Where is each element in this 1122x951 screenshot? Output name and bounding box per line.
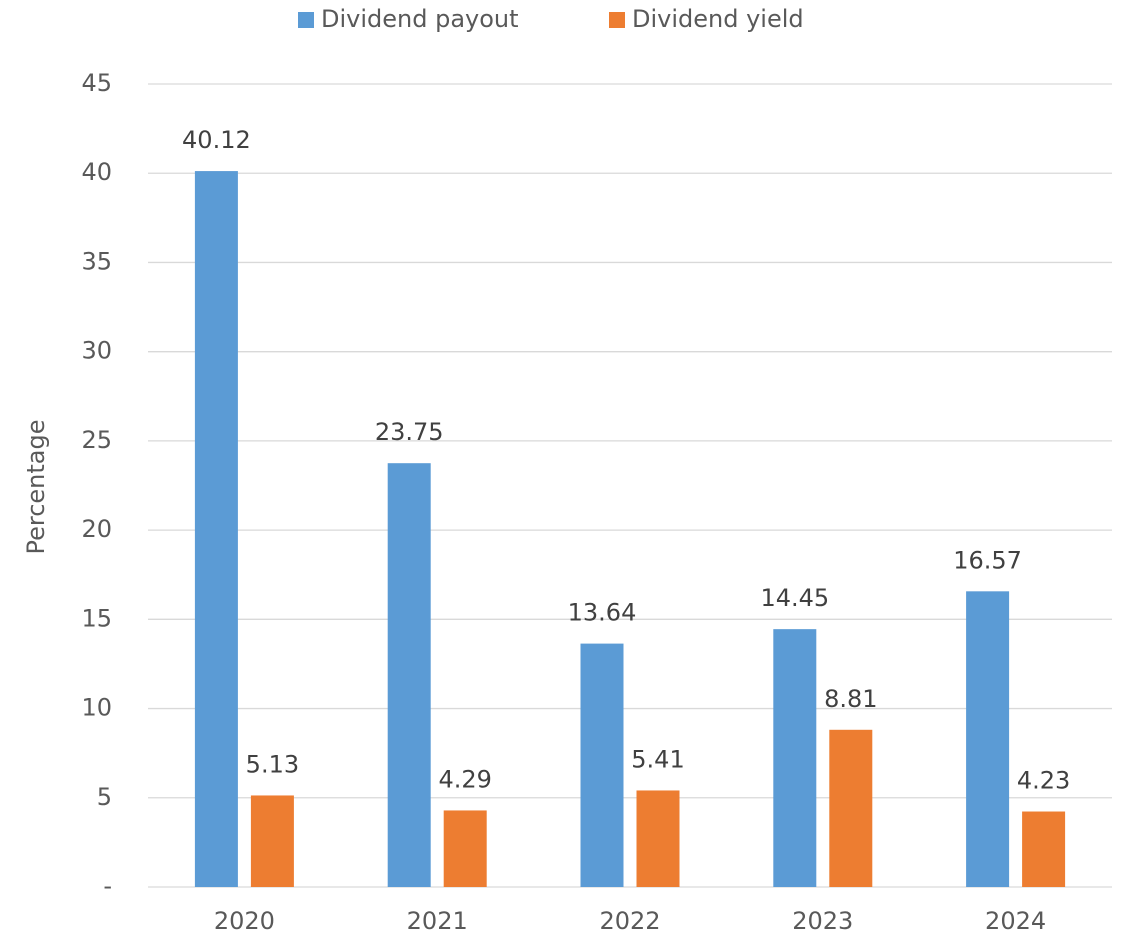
y-tick-label: 15 bbox=[81, 604, 112, 632]
legend-swatch bbox=[298, 12, 314, 28]
bar bbox=[250, 795, 294, 887]
y-tick-label: 45 bbox=[81, 69, 112, 97]
data-label: 16.57 bbox=[953, 546, 1022, 574]
bar bbox=[636, 790, 680, 887]
data-label: 14.45 bbox=[760, 584, 829, 612]
y-tick-label: 20 bbox=[81, 515, 112, 543]
legend-label: Dividend payout bbox=[321, 5, 519, 33]
x-tick-label: 2020 bbox=[214, 907, 275, 935]
y-tick-label: 5 bbox=[97, 783, 112, 811]
data-label: 4.23 bbox=[1017, 767, 1070, 795]
bar bbox=[580, 643, 624, 887]
y-tick-label: - bbox=[103, 872, 112, 900]
bar bbox=[443, 810, 487, 887]
x-tick-label: 2021 bbox=[407, 907, 468, 935]
legend-label: Dividend yield bbox=[632, 5, 804, 33]
y-tick-label: 30 bbox=[81, 337, 112, 365]
data-label: 5.41 bbox=[631, 745, 684, 773]
data-label: 8.81 bbox=[824, 685, 877, 713]
y-tick-label: 10 bbox=[81, 694, 112, 722]
x-tick-label: 2023 bbox=[792, 907, 853, 935]
bar bbox=[773, 629, 817, 887]
legend-swatch bbox=[609, 12, 625, 28]
x-tick-label: 2022 bbox=[599, 907, 660, 935]
data-label: 40.12 bbox=[182, 126, 251, 154]
bar bbox=[829, 729, 873, 887]
bar bbox=[387, 463, 431, 887]
y-axis-label: Percentage bbox=[22, 419, 50, 554]
data-label: 5.13 bbox=[246, 750, 299, 778]
bar bbox=[966, 591, 1010, 887]
bar bbox=[194, 171, 238, 888]
bar bbox=[1022, 811, 1066, 887]
y-tick-label: 35 bbox=[81, 247, 112, 275]
x-tick-label: 2024 bbox=[985, 907, 1046, 935]
y-tick-label: 25 bbox=[81, 426, 112, 454]
data-label: 13.64 bbox=[568, 599, 637, 627]
data-label: 23.75 bbox=[375, 418, 444, 446]
data-label: 4.29 bbox=[438, 765, 491, 793]
y-tick-label: 40 bbox=[81, 158, 112, 186]
